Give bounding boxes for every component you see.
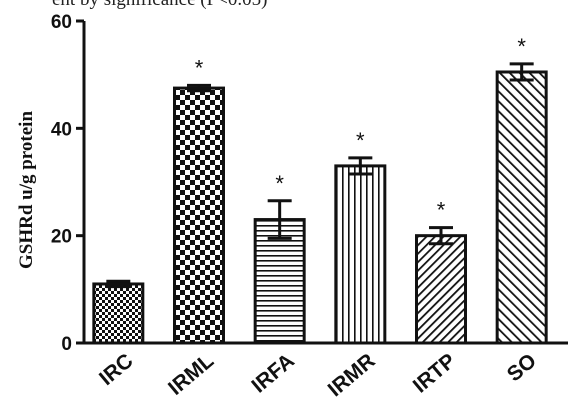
bars	[92, 70, 548, 345]
x-tick-label-irc: IRC	[95, 349, 137, 390]
bar-irml	[173, 86, 225, 345]
y-tick-label: 40	[51, 119, 72, 140]
significance-marker-so: *	[517, 34, 526, 59]
x-tick-label-so: SO	[503, 349, 541, 386]
x-tick-label-irfa: IRFA	[247, 349, 298, 397]
x-tick-label-irmr: IRMR	[324, 349, 380, 401]
y-tick-label: 20	[51, 227, 72, 248]
y-tick-label: 60	[51, 12, 72, 33]
y-tick-label: 0	[61, 334, 72, 355]
y-axis-title: GSHRd u/g protein	[16, 111, 37, 269]
significance-marker-irml: *	[195, 55, 204, 80]
bar-irc	[92, 282, 145, 345]
significance-marker-irfa: *	[275, 171, 284, 196]
y-axis-ticks: 0 20 40 60	[51, 12, 84, 355]
significance-marker-irtp: *	[437, 198, 446, 223]
significance-markers: * * * * *	[195, 34, 527, 223]
x-tick-label-irtp: IRTP	[409, 349, 460, 397]
bar-irtp	[415, 234, 467, 345]
error-bars	[106, 62, 534, 289]
bar-irmr	[334, 164, 387, 345]
significance-marker-irmr: *	[356, 128, 365, 153]
bar-so	[495, 70, 548, 345]
x-tick-label-irml: IRML	[164, 349, 218, 400]
x-axis-labels: IRC IRML IRFA IRMR IRTP SO	[95, 349, 541, 401]
top-caption: ent by significance (P<0.05)	[52, 0, 267, 11]
